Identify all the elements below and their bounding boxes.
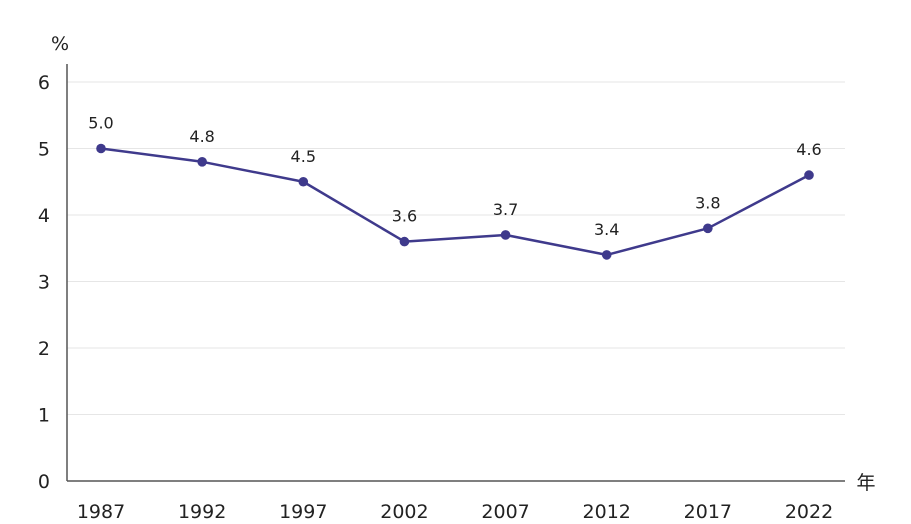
data-label: 4.6 bbox=[796, 140, 821, 159]
y-tick-label: 0 bbox=[38, 471, 50, 493]
y-tick-label: 3 bbox=[38, 272, 50, 294]
data-point bbox=[197, 157, 207, 167]
y-tick-labels: 0 1 2 3 4 5 6 bbox=[38, 72, 50, 493]
x-tick-label: 2022 bbox=[785, 501, 833, 523]
x-tick-label: 1987 bbox=[77, 501, 125, 523]
data-label: 4.8 bbox=[189, 127, 214, 146]
x-tick-label: 1997 bbox=[279, 501, 327, 523]
axes bbox=[66, 64, 845, 482]
data-point bbox=[96, 143, 106, 154]
x-tick-label: 1992 bbox=[178, 501, 226, 523]
x-tick-label: 2007 bbox=[481, 501, 529, 523]
gridlines bbox=[67, 81, 845, 415]
data-label: 3.7 bbox=[493, 200, 518, 219]
data-point bbox=[399, 236, 410, 247]
data-point bbox=[298, 176, 309, 187]
data-label: 3.8 bbox=[695, 193, 720, 212]
data-point bbox=[601, 250, 612, 260]
y-tick-label: 1 bbox=[38, 405, 50, 427]
y-tick-label: 2 bbox=[38, 338, 50, 360]
x-tick-label: 2017 bbox=[684, 501, 732, 523]
y-tick-label: 6 bbox=[38, 72, 50, 94]
data-label: 5.0 bbox=[88, 114, 113, 133]
data-point bbox=[804, 170, 814, 180]
y-tick-label: 5 bbox=[38, 139, 50, 161]
data-point bbox=[703, 223, 713, 234]
data-label: 4.5 bbox=[291, 147, 316, 166]
data-points bbox=[96, 143, 814, 260]
data-point bbox=[500, 230, 511, 240]
x-axis-title: 年 bbox=[856, 472, 875, 494]
data-label: 3.6 bbox=[392, 207, 417, 226]
x-tick-label: 2012 bbox=[583, 501, 631, 523]
x-tick-labels: 1987 1992 1997 2002 2007 2012 2017 2022 bbox=[77, 501, 833, 523]
data-label: 3.4 bbox=[594, 220, 619, 239]
x-tick-label: 2002 bbox=[380, 501, 428, 523]
y-tick-label: 4 bbox=[38, 205, 50, 227]
data-labels: 5.0 4.8 4.5 3.6 3.7 3.4 3.8 4.6 bbox=[88, 114, 821, 239]
series-line bbox=[100, 147, 810, 257]
y-axis-title: % bbox=[51, 33, 69, 55]
